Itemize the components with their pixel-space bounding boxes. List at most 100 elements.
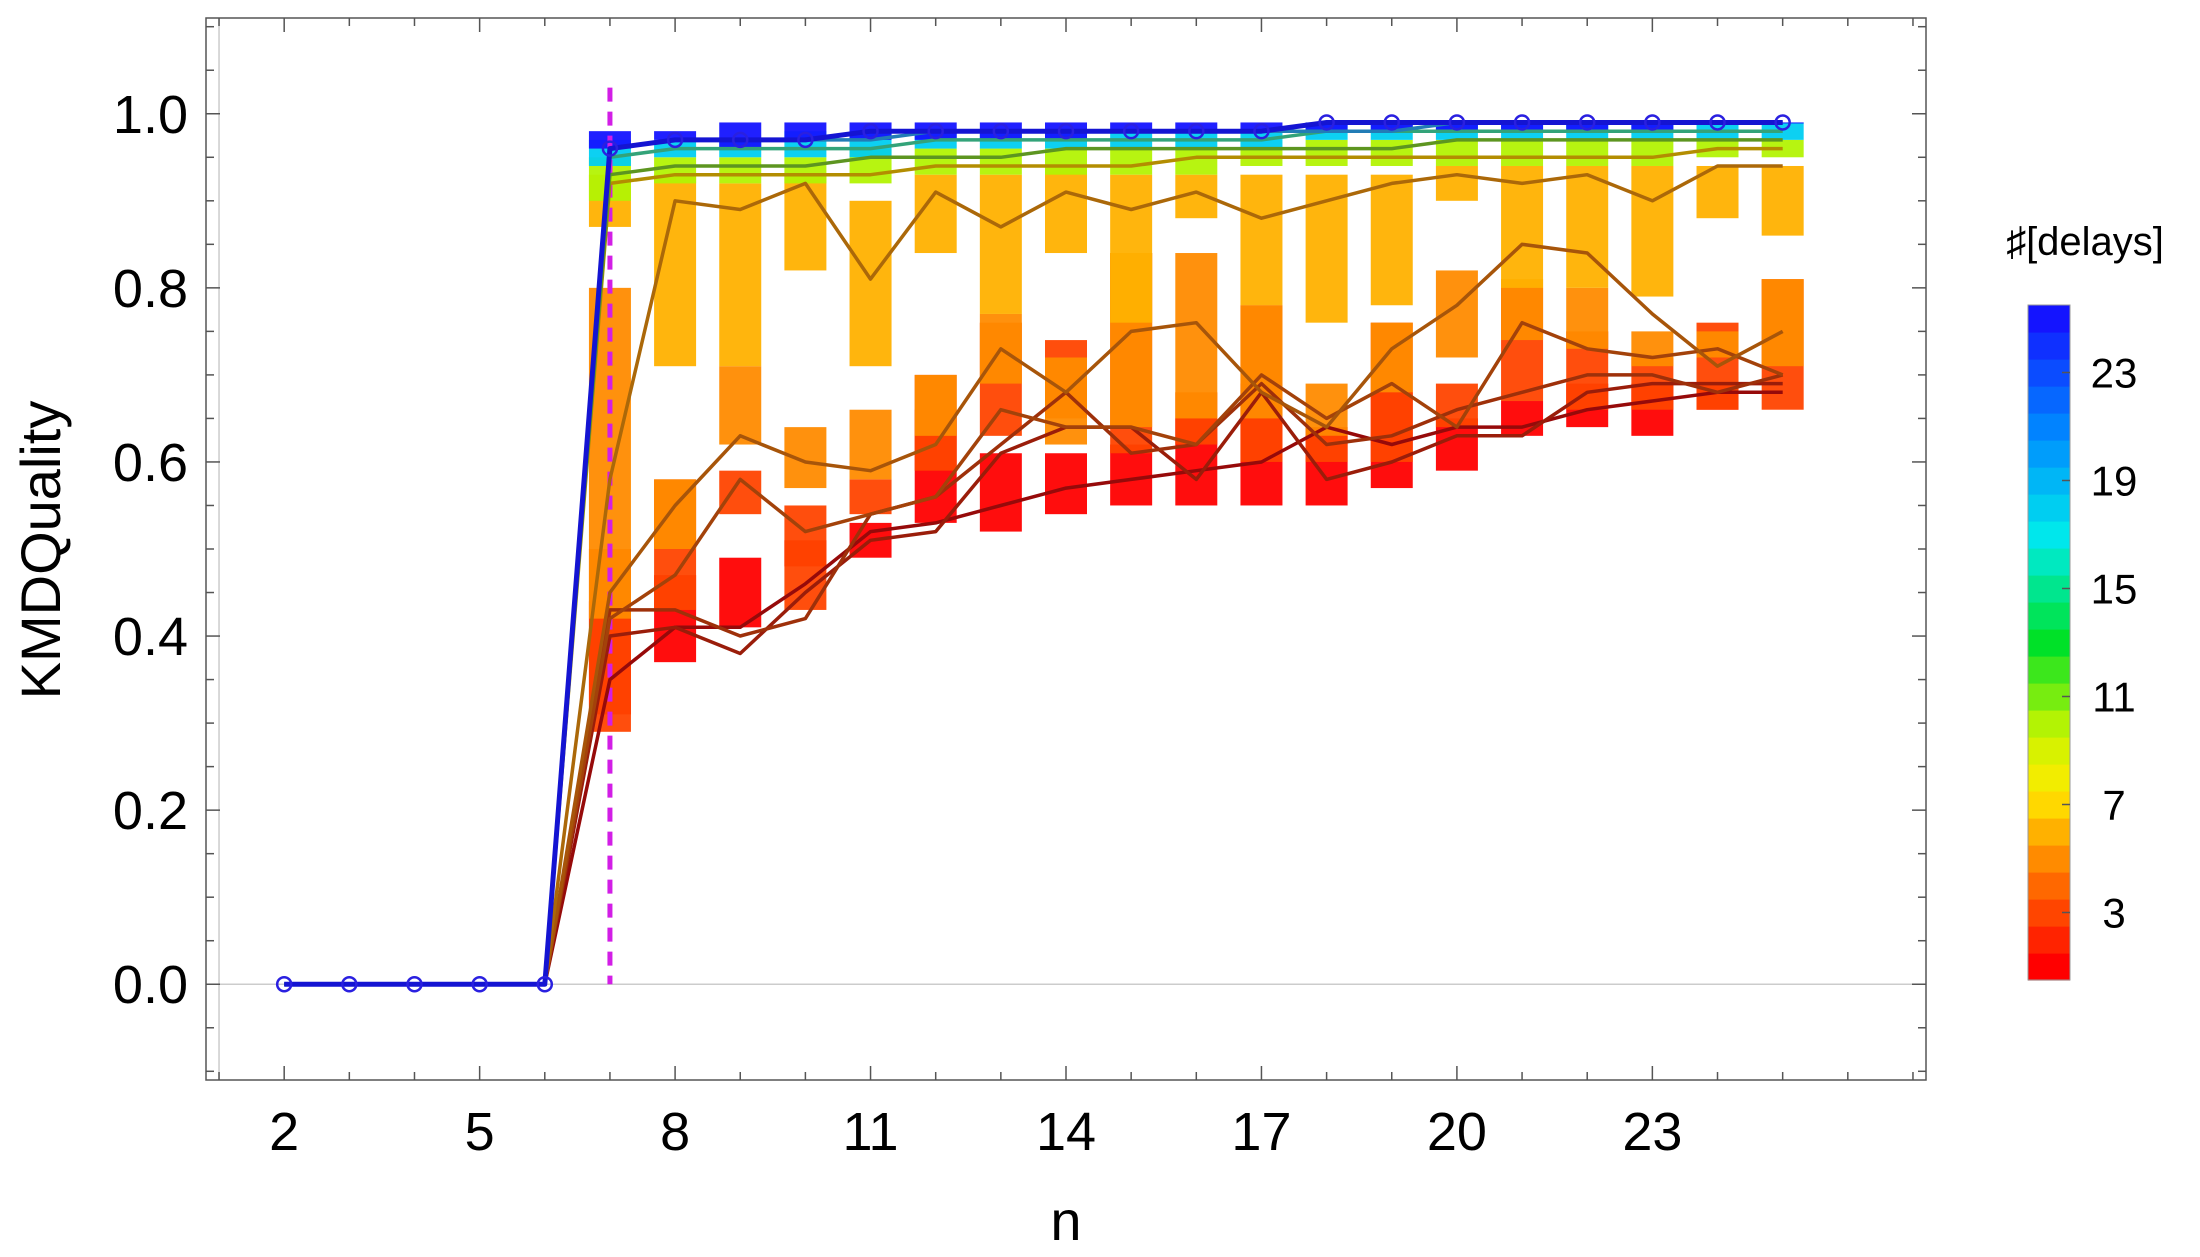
- range-bar: [1370, 122, 1413, 132]
- series-marker: [1774, 114, 1791, 131]
- series-marker: [1253, 122, 1270, 140]
- range-bar: [1175, 253, 1218, 419]
- series-marker: [1057, 122, 1075, 140]
- colorbar-cell: [2028, 926, 2070, 954]
- range-bar: [654, 157, 697, 184]
- range-bar: [654, 131, 697, 140]
- series-marker: [731, 131, 749, 149]
- x-tick-label: 14: [1036, 1102, 1096, 1162]
- x-axis-title: n: [1050, 1189, 1081, 1252]
- range-bar: [1175, 122, 1218, 132]
- colorbar-cell: [2028, 521, 2070, 549]
- range-bar: [1631, 122, 1674, 132]
- range-bar: [1566, 122, 1609, 132]
- colorbar-cell: [2028, 764, 2070, 792]
- series-marker: [666, 131, 684, 149]
- colorbar-tick-label: 7: [2102, 782, 2125, 829]
- y-tick-label: 0.8: [113, 259, 188, 319]
- series-marker: [1383, 114, 1401, 131]
- range-bar: [1305, 139, 1348, 166]
- colorbar-cell: [2028, 845, 2070, 873]
- series-marker: [1188, 122, 1205, 140]
- range-bar: [1501, 139, 1544, 166]
- range-bar: [784, 157, 827, 184]
- colorbar-cell: [2028, 602, 2070, 630]
- colorbar-tick-label: 3: [2102, 890, 2125, 937]
- colorbar-cell: [2028, 386, 2070, 414]
- axis-labels: n KMDQuality: [9, 401, 1082, 1252]
- x-tick-label: 11: [843, 1102, 899, 1162]
- range-bar: [1240, 174, 1283, 306]
- range-bar: [719, 366, 762, 445]
- colorbar-frame: [2027, 304, 2071, 981]
- colorbar-cell: [2028, 332, 2070, 360]
- y-tick-label: 0.6: [113, 433, 188, 493]
- x-tick-label: 20: [1427, 1102, 1487, 1162]
- range-bar: [1240, 122, 1283, 132]
- range-bar: [849, 200, 892, 367]
- series-markers: [275, 114, 1791, 993]
- range-bar: [1501, 401, 1544, 436]
- series-marker: [1578, 114, 1596, 131]
- range-bar: [1631, 331, 1674, 367]
- range-bar: [719, 557, 762, 628]
- range-bar: [719, 157, 762, 184]
- range-bar: [1501, 122, 1544, 132]
- range-bar: [979, 453, 1022, 532]
- range-bar: [1045, 453, 1087, 515]
- plot-area: [275, 87, 1804, 993]
- range-bar: [1045, 148, 1087, 175]
- x-tick-label: 17: [1231, 1102, 1291, 1162]
- series-marker: [536, 975, 554, 993]
- range-bar: [1761, 279, 1804, 367]
- colorbar-cell: [2028, 413, 2070, 441]
- colorbar-cell: [2028, 953, 2070, 981]
- series-marker: [927, 122, 944, 140]
- range-bar: [1110, 122, 1153, 132]
- x-tick-label: 8: [660, 1102, 690, 1162]
- range-bar: [719, 122, 762, 149]
- range-bar: [1045, 357, 1087, 445]
- series-marker: [1709, 114, 1726, 131]
- series-lines: [284, 87, 1784, 987]
- range-bar: [719, 183, 762, 367]
- range-bar: [1370, 174, 1413, 306]
- colorbar-cell: [2028, 872, 2070, 900]
- y-tick-label: 0.4: [113, 607, 188, 667]
- range-bar: [979, 148, 1022, 175]
- range-bar: [1631, 165, 1674, 297]
- range-bar: [1501, 279, 1544, 341]
- range-bar: [1305, 122, 1348, 132]
- range-bar: [1110, 174, 1153, 323]
- series-marker: [471, 975, 488, 993]
- series-marker: [275, 975, 293, 993]
- series-marker: [406, 975, 423, 993]
- series-line: [284, 120, 1783, 987]
- range-bar: [1435, 122, 1478, 132]
- colorbar-cell: [2028, 737, 2070, 765]
- range-bar: [1370, 322, 1413, 393]
- colorbar-cell: [2028, 494, 2070, 522]
- colorbar-tick-label: 15: [2091, 566, 2138, 613]
- range-bar: [1110, 148, 1153, 175]
- range-bar: [914, 374, 957, 436]
- range-bar: [1370, 139, 1413, 166]
- range-bar: [784, 122, 827, 140]
- colorbar-tick-label: 19: [2091, 458, 2138, 505]
- range-bar: [979, 174, 1022, 314]
- legend-title: ♯[delays]: [2006, 220, 2164, 264]
- x-tick-label: 5: [465, 1102, 495, 1162]
- colorbar-tick-label: 11: [2092, 674, 2136, 721]
- range-bar: [1175, 148, 1218, 175]
- colorbar-legend: ♯[delays] 3 7 11 15 19 23: [2006, 220, 2164, 981]
- range-bar: [1501, 165, 1544, 288]
- y-tick-label: 0.2: [113, 781, 188, 841]
- y-tick-label: 0.0: [113, 955, 188, 1015]
- range-bar: [1761, 165, 1804, 236]
- colorbar-cell: [2028, 305, 2070, 333]
- range-bar: [914, 174, 957, 254]
- colorbar-tick-label: 23: [2091, 350, 2138, 397]
- axis-ticks: 2 5 8 11 14 17 20 23 0.0 0.2 0.4 0.6 0.8 1.0: [113, 18, 1926, 1162]
- series-marker: [1318, 114, 1335, 131]
